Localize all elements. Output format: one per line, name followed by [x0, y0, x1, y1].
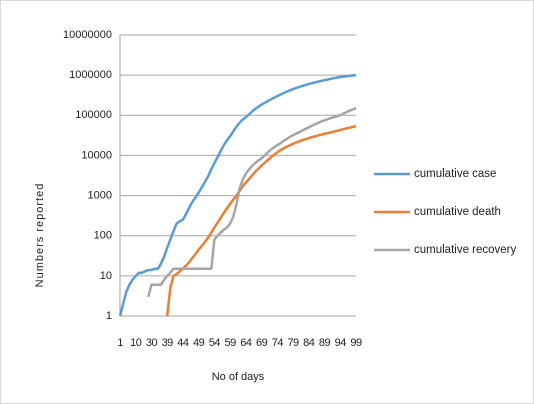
y-tick-label: 1	[106, 310, 112, 322]
y-axis-label: Numbers reported	[34, 183, 46, 288]
x-tick-label: 84	[303, 337, 315, 349]
series-line	[147, 107, 357, 298]
x-axis-label: No of days	[212, 371, 265, 383]
x-tick-label: 54	[209, 337, 221, 349]
y-tick-label: 100000	[75, 109, 112, 121]
x-tick-label: 30	[146, 337, 158, 349]
y-tick-label: 10	[100, 270, 112, 282]
x-tick-label: 39	[162, 337, 174, 349]
x-tick-label: 89	[319, 337, 331, 349]
y-tick-label: 10000	[81, 149, 112, 161]
x-tick-label: 64	[240, 337, 252, 349]
series-line	[165, 124, 357, 317]
legend-label: cumulative death	[414, 206, 501, 218]
y-tick-label: 1000	[88, 189, 112, 201]
x-tick-label: 44	[177, 337, 189, 349]
x-tick-label: 49	[193, 337, 205, 349]
x-tick-label: 1	[117, 337, 123, 349]
series-line	[118, 73, 357, 317]
x-tick-label: 74	[272, 337, 284, 349]
x-tick-label: 94	[335, 337, 347, 349]
y-tick-label: 100	[94, 230, 112, 242]
legend-label: cumulative case	[414, 168, 496, 180]
y-tick-label: 10000000	[63, 29, 112, 41]
x-tick-label: 10	[130, 337, 142, 349]
x-tick-label: 79	[287, 337, 299, 349]
x-tick-label: 99	[350, 337, 362, 349]
x-tick-label: 59	[225, 337, 237, 349]
y-tick-label: 1000000	[69, 69, 112, 81]
x-tick-label: 69	[256, 337, 268, 349]
legend-label: cumulative recovery	[414, 244, 517, 256]
